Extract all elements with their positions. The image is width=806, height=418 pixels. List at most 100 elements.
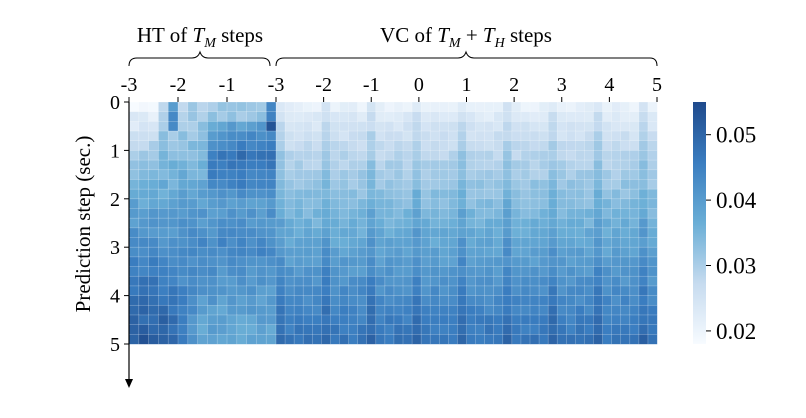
heatmap-cell — [575, 275, 586, 287]
heatmap-cell — [138, 237, 150, 248]
heatmap-cell — [502, 324, 513, 335]
heatmap-cell — [466, 295, 477, 306]
heatmap-cell — [647, 314, 658, 326]
x-tick-label: -3 — [268, 74, 285, 96]
heatmap-cell — [529, 227, 540, 239]
heatmap-cell — [629, 130, 640, 142]
heatmap-cell — [393, 101, 404, 113]
heatmap-cell — [384, 130, 395, 142]
heatmap-cell — [484, 121, 495, 132]
heatmap-cell — [620, 130, 631, 142]
heatmap-cell — [357, 256, 368, 268]
heatmap-cell — [438, 217, 449, 229]
heatmap-cell — [348, 101, 359, 113]
heatmap-cell — [602, 285, 613, 297]
heatmap-cell — [366, 198, 377, 210]
heatmap-cell — [265, 295, 277, 306]
heatmap-cell — [466, 140, 477, 152]
heatmap-cell — [466, 179, 477, 190]
heatmap-cell — [475, 159, 486, 171]
heatmap-cell — [484, 285, 495, 297]
heatmap-cell — [493, 295, 504, 306]
heatmap-cell — [411, 121, 422, 132]
heatmap-cell — [593, 285, 604, 297]
heatmap-cell — [207, 314, 218, 326]
heatmap-cell — [375, 111, 386, 122]
heatmap-cell — [148, 188, 160, 200]
heatmap-cell — [520, 246, 531, 258]
heatmap-cell — [538, 324, 549, 335]
heatmap-cell — [429, 334, 440, 345]
heatmap-cell — [565, 246, 576, 258]
heatmap-cell — [538, 208, 549, 219]
heatmap-cell — [638, 179, 649, 190]
heatmap-cell — [620, 266, 631, 277]
heatmap-cell — [311, 237, 322, 248]
heatmap-cell — [216, 208, 228, 219]
heatmap-cell — [556, 179, 567, 190]
heatmap-cell — [128, 285, 140, 297]
heatmap-cell — [466, 246, 477, 258]
heatmap-cell — [556, 314, 567, 326]
heatmap-cell — [302, 150, 313, 161]
heatmap-cell — [520, 237, 531, 248]
heatmap-cell — [302, 266, 313, 277]
heatmap-cell — [366, 324, 377, 335]
heatmap-cell — [330, 227, 341, 239]
heatmap-cell — [511, 304, 522, 316]
heatmap-cell — [448, 140, 459, 152]
heatmap-cell — [575, 179, 586, 190]
heatmap-cell — [284, 179, 295, 190]
heatmap-cell — [348, 266, 359, 277]
heatmap-cell — [293, 188, 304, 200]
y-tick-label: 1 — [110, 140, 120, 162]
heatmap-cell — [348, 275, 359, 287]
heatmap-cell — [638, 208, 649, 219]
heatmap-cell — [647, 275, 658, 287]
heatmap-cell — [511, 198, 522, 210]
heatmap-cell — [348, 304, 359, 316]
heatmap-cell — [593, 208, 604, 219]
heatmap-cell — [638, 246, 649, 258]
heatmap-cell — [148, 237, 160, 248]
heatmap-cell — [520, 130, 531, 142]
heatmap-cell — [611, 198, 622, 210]
heatmap-cell — [236, 179, 248, 190]
heatmap-cell — [177, 150, 189, 161]
heatmap-cell — [275, 246, 286, 258]
heatmap-cell — [207, 256, 218, 268]
heatmap-cell — [158, 179, 169, 190]
heatmap-cell — [284, 246, 295, 258]
heatmap-cell — [575, 111, 586, 122]
heatmap-cell — [511, 130, 522, 142]
heatmap-cell — [265, 246, 277, 258]
heatmap-cell — [128, 208, 140, 219]
heatmap-cell — [493, 334, 504, 345]
heatmap-cell — [311, 295, 322, 306]
heatmap-cell — [529, 295, 540, 306]
heatmap-cell — [629, 324, 640, 335]
heatmap-cell — [538, 179, 549, 190]
heatmap-cell — [484, 256, 495, 268]
heatmap-cell — [339, 314, 350, 326]
heatmap-cell — [128, 150, 140, 161]
heatmap-cell — [321, 227, 332, 239]
heatmap-cell — [167, 285, 179, 297]
heatmap-cell — [502, 334, 513, 345]
heatmap-cell — [246, 324, 258, 335]
heatmap-cell — [275, 324, 286, 335]
heatmap-cell — [366, 314, 377, 326]
heatmap-cell — [620, 188, 631, 200]
heatmap-cell — [575, 295, 586, 306]
heatmap-cell — [357, 188, 368, 200]
heatmap-cell — [438, 111, 449, 122]
heatmap-cell — [484, 130, 495, 142]
heatmap-cell — [158, 150, 169, 161]
heatmap-cell — [593, 159, 604, 171]
heatmap-cell — [475, 285, 486, 297]
heatmap-cell — [265, 111, 277, 122]
heatmap-cell — [187, 324, 199, 335]
heatmap-cell — [429, 266, 440, 277]
heatmap-cell — [128, 256, 140, 268]
heatmap-cell — [584, 334, 595, 345]
